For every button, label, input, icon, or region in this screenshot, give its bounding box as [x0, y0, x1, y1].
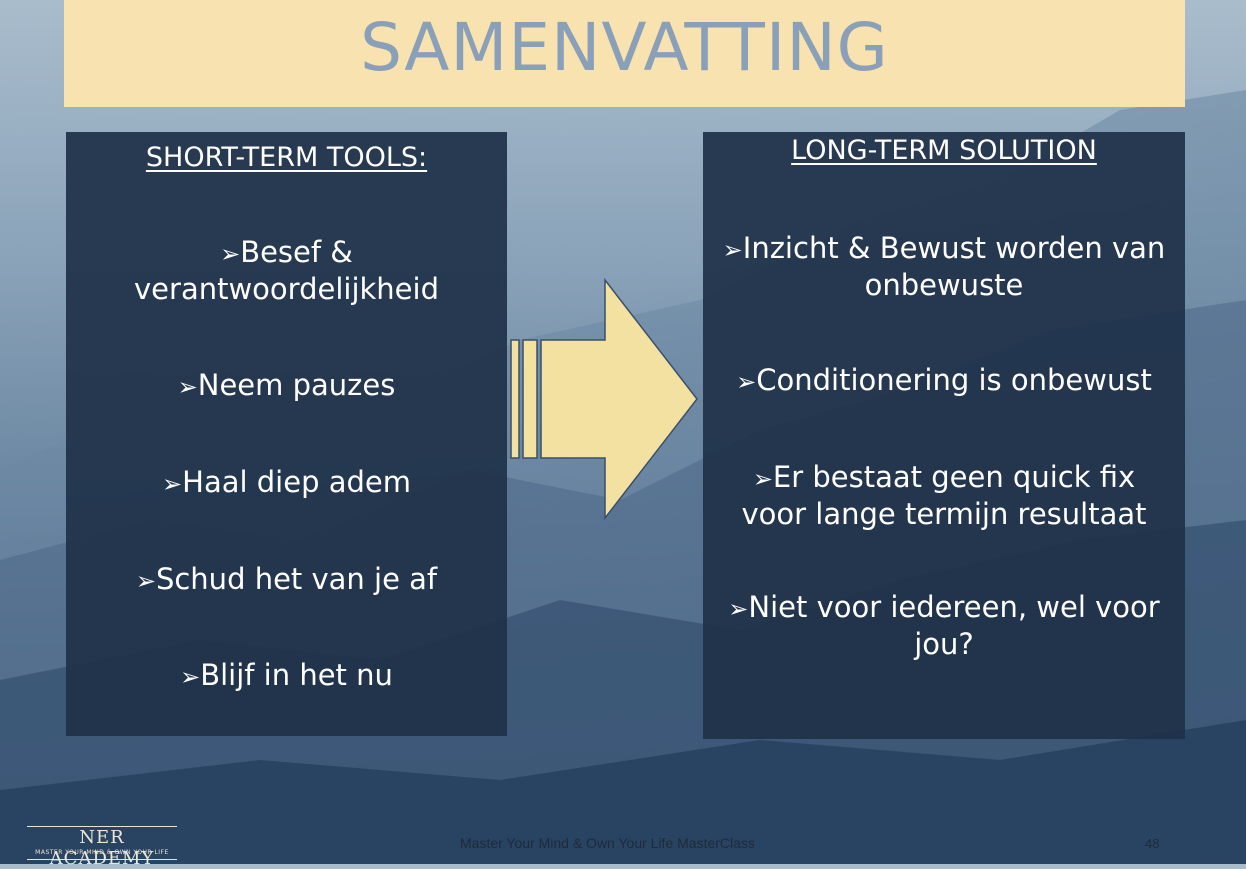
- bullet-text: Niet voor iedereen, wel voor jou?: [748, 590, 1160, 661]
- list-item: ➢Neem pauzes: [66, 368, 507, 405]
- striped-right-arrow-icon: [510, 278, 698, 520]
- arrowhead-bullet-icon: ➢: [177, 373, 198, 401]
- list-item: ➢Schud het van je af: [66, 562, 507, 599]
- bullet-text: Haal diep adem: [182, 465, 411, 499]
- long-term-heading: LONG-TERM SOLUTION: [791, 135, 1097, 166]
- arrowhead-bullet-icon: ➢: [180, 663, 201, 691]
- arrowhead-bullet-icon: ➢: [752, 465, 773, 493]
- academy-logo: NER ACADEMY MASTER YOUR MIND & OWN YOUR …: [27, 826, 177, 869]
- list-item: ➢Conditionering is onbewust: [703, 363, 1185, 400]
- arrowhead-bullet-icon: ➢: [162, 470, 183, 498]
- list-item: ➢Er bestaat geen quick fix voor lange te…: [703, 460, 1185, 532]
- footer-text: Master Your Mind & Own Your Life MasterC…: [460, 835, 755, 851]
- arrowhead-bullet-icon: ➢: [220, 240, 241, 268]
- bullet-text: Conditionering is onbewust: [756, 363, 1152, 397]
- short-term-tools-panel: SHORT-TERM TOOLS: ➢Besef & verantwoordel…: [66, 132, 507, 736]
- short-term-heading: SHORT-TERM TOOLS:: [145, 142, 428, 173]
- bullet-text: Neem pauzes: [197, 368, 396, 402]
- bullet-text: Er bestaat geen quick fix voor lange ter…: [741, 460, 1147, 531]
- arrowhead-bullet-icon: ➢: [722, 236, 743, 264]
- page-number: 48: [1145, 836, 1160, 851]
- bullet-text: Inzicht & Bewust worden van onbewuste: [742, 231, 1166, 302]
- logo-tagline: MASTER YOUR MIND & OWN YOUR LIFE: [35, 849, 169, 856]
- bullet-text: Blijf in het nu: [200, 658, 393, 692]
- arrowhead-bullet-icon: ➢: [728, 595, 749, 623]
- arrowhead-bullet-icon: ➢: [135, 567, 156, 595]
- list-item: ➢Haal diep adem: [66, 465, 507, 502]
- list-item: ➢Besef & verantwoordelijkheid: [66, 235, 507, 307]
- arrowhead-bullet-icon: ➢: [736, 368, 757, 396]
- list-item: ➢Niet voor iedereen, wel voor jou?: [703, 590, 1185, 662]
- bullet-text: Besef & verantwoordelijkheid: [134, 235, 439, 306]
- long-term-solution-panel: LONG-TERM SOLUTION ➢Inzicht & Bewust wor…: [703, 132, 1185, 739]
- list-item: ➢Inzicht & Bewust worden van onbewuste: [703, 231, 1185, 303]
- logo-wordmark: NER ACADEMY: [49, 827, 155, 869]
- bullet-text: Schud het van je af: [155, 562, 438, 596]
- title-band: SAMENVATTING: [64, 0, 1185, 107]
- list-item: ➢Blijf in het nu: [66, 658, 507, 695]
- slide-title: SAMENVATTING: [360, 9, 889, 86]
